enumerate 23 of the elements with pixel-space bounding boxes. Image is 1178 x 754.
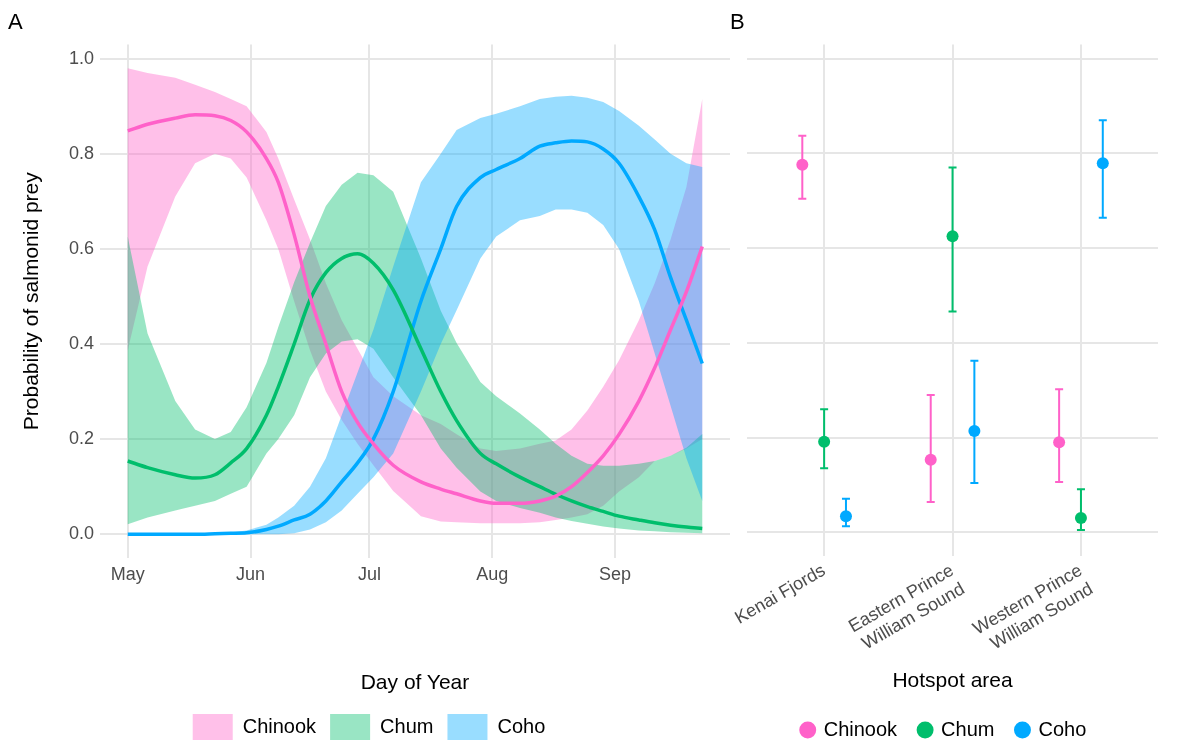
y-tick-label: 0.4 <box>68 332 94 353</box>
y-tick-label: 1.0 <box>68 47 94 68</box>
chart-title: B <box>730 9 745 35</box>
x-tick-label: Aug <box>476 563 509 584</box>
legend-label: Chum <box>380 714 434 737</box>
y-tick-label: 0.6 <box>68 237 94 258</box>
line-series <box>125 251 705 531</box>
legend-label: Chum <box>941 717 995 740</box>
legend-label: Coho <box>497 714 546 737</box>
x-axis-title: Day of Year <box>360 670 470 694</box>
y-tick-label: 0.8 <box>68 142 94 163</box>
legend-label: Chinook <box>242 714 318 737</box>
x-tick-label: May <box>110 563 145 584</box>
y-axis-title: Probability of salmonid prey <box>19 171 43 431</box>
x-tick-label: Sep <box>599 563 632 584</box>
x-axis-title: Hotspot area <box>892 668 1013 692</box>
x-tick-label: Jun <box>236 563 266 584</box>
y-tick-label: 0.0 <box>68 523 94 544</box>
legend-label: Chinook <box>823 717 899 740</box>
legend-label: Coho <box>1038 717 1087 740</box>
y-tick-label: 0.2 <box>68 428 94 449</box>
x-tick-label: Jul <box>357 563 381 584</box>
chart-title: A <box>8 9 23 35</box>
